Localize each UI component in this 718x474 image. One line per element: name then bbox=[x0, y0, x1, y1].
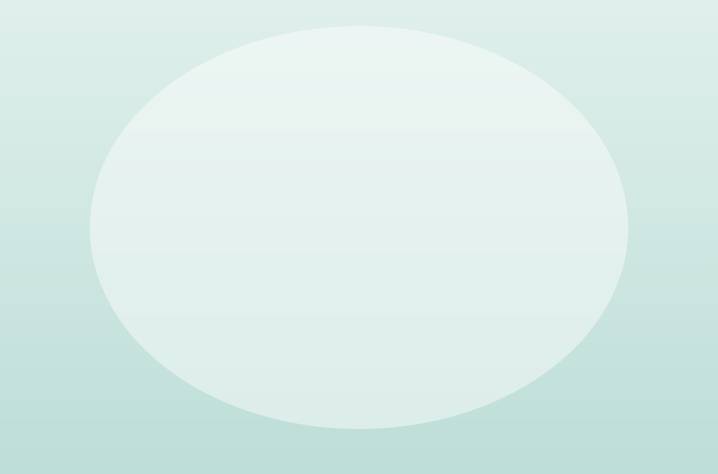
Bar bbox=[219, 301, 352, 356]
Text: -: - bbox=[75, 246, 80, 261]
Text: P: P bbox=[233, 108, 244, 122]
Text: I: I bbox=[233, 214, 239, 229]
Bar bbox=[463, 187, 556, 251]
Text: $\Sigma$: $\Sigma$ bbox=[106, 209, 117, 227]
Ellipse shape bbox=[389, 195, 437, 241]
Text: Process: Process bbox=[480, 212, 540, 226]
Text: Block Diagram for PID Controller: Block Diagram for PID Controller bbox=[206, 437, 512, 455]
Text: $kp\; e(t)$: $kp\; e(t)$ bbox=[279, 106, 325, 124]
Text: $\Sigma$: $\Sigma$ bbox=[407, 209, 419, 227]
Bar bbox=[219, 88, 352, 142]
Ellipse shape bbox=[88, 195, 135, 241]
Text: D: D bbox=[233, 321, 246, 336]
Bar bbox=[219, 194, 352, 249]
Text: $k_d\dfrac{de(t)}{dt}$: $k_d\dfrac{de(t)}{dt}$ bbox=[279, 314, 325, 343]
Ellipse shape bbox=[90, 26, 628, 429]
Text: +: + bbox=[29, 190, 40, 204]
Text: Error: Error bbox=[146, 191, 181, 204]
Text: Output: Output bbox=[637, 187, 686, 200]
Text: $ki\!\int_0^{}\! e(\tau)d\tau$: $ki\!\int_0^{}\! e(\tau)d\tau$ bbox=[266, 208, 337, 235]
